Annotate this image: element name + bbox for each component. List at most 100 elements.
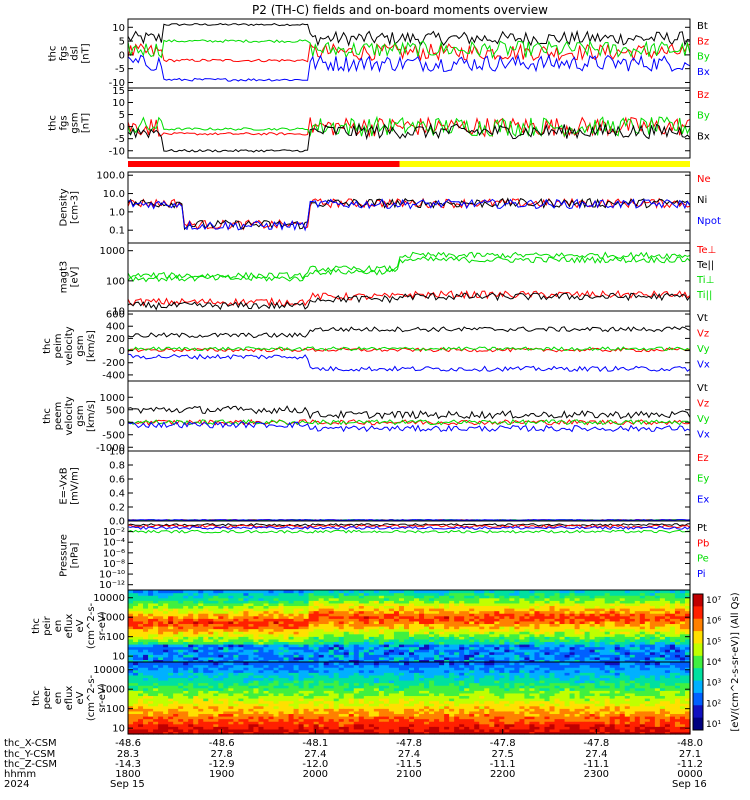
heatmap-cell bbox=[664, 649, 671, 653]
heatmap-cell bbox=[203, 728, 209, 733]
heatmap-cell bbox=[429, 592, 435, 596]
heatmap-cell bbox=[243, 728, 250, 733]
heatmap-cell bbox=[383, 638, 390, 643]
heatmap-cell bbox=[464, 651, 470, 655]
heatmap-cell bbox=[258, 695, 265, 699]
heatmap-cell bbox=[429, 620, 435, 625]
heatmap-cell bbox=[188, 602, 194, 607]
heatmap-cell bbox=[454, 638, 460, 643]
heatmap-cell bbox=[148, 682, 154, 686]
heatmap-cell bbox=[649, 659, 656, 663]
heatmap-cell bbox=[514, 595, 520, 599]
heatmap-cell bbox=[228, 600, 234, 604]
series-line-fgs-dsl bbox=[127, 42, 691, 63]
heatmap-cell bbox=[604, 613, 611, 617]
heatmap-cell bbox=[619, 644, 626, 648]
heatmap-cell bbox=[188, 649, 194, 653]
heatmap-cell bbox=[308, 662, 315, 666]
legend-entry: Pt bbox=[697, 523, 707, 534]
heatmap-cell bbox=[333, 608, 340, 612]
heatmap-cell bbox=[574, 600, 581, 604]
heatmap-cell bbox=[398, 718, 405, 722]
heatmap-cell bbox=[153, 641, 159, 645]
heatmap-cell bbox=[664, 597, 671, 601]
heatmap-cell bbox=[363, 721, 370, 725]
heatmap-cell bbox=[218, 723, 224, 727]
heatmap-cell bbox=[609, 628, 616, 632]
heatmap-cell bbox=[133, 698, 139, 702]
heatmap-cell bbox=[479, 595, 485, 599]
heatmap-cell bbox=[504, 608, 510, 612]
heatmap-cell bbox=[288, 721, 295, 725]
heatmap-cell bbox=[373, 623, 380, 627]
heatmap-cell bbox=[263, 631, 270, 635]
heatmap-cell bbox=[629, 592, 636, 596]
heatmap-cell bbox=[238, 644, 245, 648]
heatmap-cell bbox=[223, 600, 229, 604]
heatmap-cell bbox=[524, 597, 531, 601]
heatmap-cell bbox=[248, 595, 255, 599]
heatmap-cell bbox=[303, 605, 310, 609]
heatmap-cell bbox=[173, 595, 179, 599]
heatmap-cell bbox=[298, 633, 305, 637]
heatmap-cell bbox=[203, 626, 209, 630]
heatmap-cell bbox=[338, 654, 345, 658]
heatmap-cell bbox=[383, 680, 390, 684]
heatmap-cell bbox=[143, 659, 149, 663]
heatmap-cell bbox=[313, 649, 320, 653]
heatmap-cell bbox=[454, 605, 460, 609]
heatmap-cell bbox=[163, 692, 169, 697]
heatmap-cell bbox=[559, 590, 566, 594]
heatmap-cell bbox=[333, 618, 340, 622]
heatmap-cell bbox=[133, 610, 139, 614]
heatmap-cell bbox=[368, 728, 375, 733]
heatmap-cell bbox=[434, 633, 440, 637]
heatmap-cell bbox=[333, 726, 340, 730]
heatmap-cell bbox=[143, 600, 149, 604]
heatmap-cell bbox=[243, 726, 250, 730]
heatmap-cell bbox=[388, 669, 395, 673]
heatmap-cell bbox=[444, 641, 450, 645]
heatmap-cell bbox=[589, 620, 596, 625]
heatmap-cell bbox=[378, 718, 385, 722]
heatmap-cell bbox=[373, 662, 380, 666]
heatmap-cell bbox=[403, 708, 410, 712]
heatmap-cell bbox=[489, 595, 495, 599]
heatmap-cell bbox=[409, 662, 415, 666]
heatmap-cell bbox=[388, 628, 395, 632]
heatmap-cell bbox=[599, 649, 606, 653]
heatmap-cell bbox=[143, 667, 149, 671]
ytick-label: -5 bbox=[115, 64, 125, 75]
heatmap-cell bbox=[313, 613, 320, 617]
heatmap-cell bbox=[564, 590, 571, 594]
heatmap-cell bbox=[368, 716, 375, 720]
heatmap-cell bbox=[163, 698, 169, 702]
heatmap-cell bbox=[323, 687, 330, 691]
heatmap-cell bbox=[599, 592, 606, 596]
heatmap-cell bbox=[133, 716, 139, 720]
heatmap-cell bbox=[534, 626, 541, 630]
heatmap-cell bbox=[383, 623, 390, 627]
heatmap-cell bbox=[293, 592, 300, 596]
heatmap-cell bbox=[393, 600, 400, 604]
heatmap-cell bbox=[293, 618, 300, 622]
heatmap-cell bbox=[654, 649, 661, 653]
heatmap-cell bbox=[348, 631, 355, 635]
heatmap-cell bbox=[328, 628, 335, 632]
heatmap-cell bbox=[639, 654, 646, 658]
heatmap-cell bbox=[614, 623, 621, 627]
heatmap-cell bbox=[283, 631, 290, 635]
heatmap-cell bbox=[388, 610, 395, 614]
heatmap-cell bbox=[318, 597, 325, 601]
heatmap-cell bbox=[348, 710, 355, 715]
heatmap-cell bbox=[333, 710, 340, 715]
heatmap-cell bbox=[283, 723, 290, 727]
heatmap-cell bbox=[388, 605, 395, 609]
heatmap-cell bbox=[158, 656, 164, 661]
heatmap-cell bbox=[659, 626, 666, 630]
heatmap-cell bbox=[143, 708, 149, 712]
heatmap-cell bbox=[263, 703, 270, 707]
heatmap-cell bbox=[308, 590, 315, 594]
heatmap-cell bbox=[168, 651, 174, 655]
heatmap-cell bbox=[664, 608, 671, 612]
